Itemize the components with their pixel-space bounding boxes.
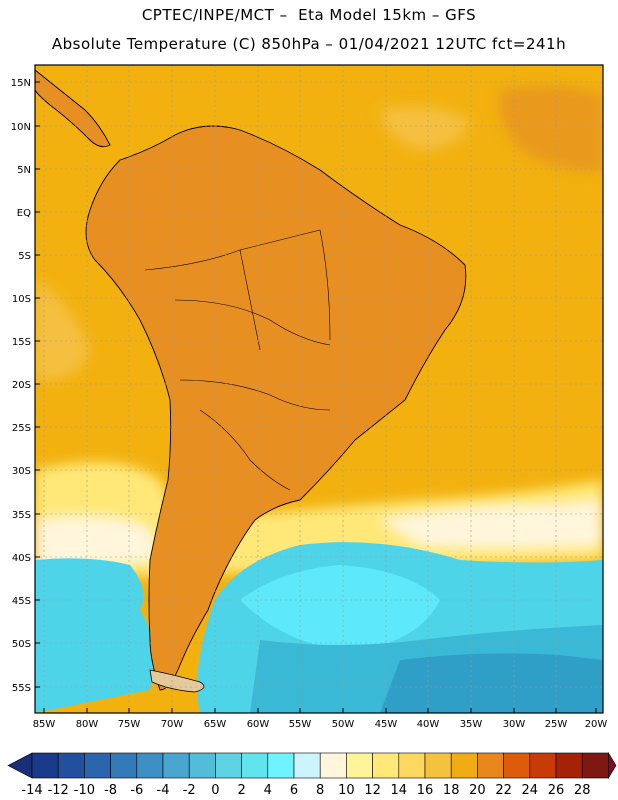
lon-label: 20W bbox=[585, 719, 608, 730]
lat-label: 5S bbox=[18, 251, 31, 262]
colorbar-label: 16 bbox=[417, 783, 434, 798]
lat-label: 50S bbox=[12, 639, 31, 650]
latitude-labels: 15N 10N 5N EQ 5S 10S 15S 20S 25S 30S 35S 40S 45S 50S 5… bbox=[11, 78, 40, 694]
colorbar-swatch bbox=[581, 752, 609, 779]
colorbar-label: 6 bbox=[290, 783, 298, 798]
lon-label: 30W bbox=[503, 719, 526, 730]
cold-mass-west bbox=[35, 558, 154, 713]
lat-label: 10N bbox=[11, 122, 31, 133]
colorbar-swatch bbox=[57, 752, 85, 779]
coldest-band bbox=[380, 653, 603, 713]
lat-label: 15N bbox=[11, 78, 31, 89]
colorbar-swatch bbox=[372, 752, 400, 779]
colorbar-swatch bbox=[319, 752, 347, 779]
colorbar-swatch bbox=[293, 752, 321, 779]
colorbar-label: -4 bbox=[157, 783, 170, 798]
colorbar-label: 10 bbox=[338, 783, 355, 798]
colorbar bbox=[7, 751, 617, 780]
colorbar-swatch bbox=[424, 752, 452, 779]
central-america-land bbox=[35, 69, 111, 148]
country-borders bbox=[144, 229, 331, 491]
lon-label: 80W bbox=[76, 719, 99, 730]
tierra-del-fuego bbox=[149, 669, 205, 693]
colorbar-label: -6 bbox=[130, 783, 143, 798]
lon-label: 75W bbox=[118, 719, 141, 730]
lon-label: 45W bbox=[375, 719, 398, 730]
colorbar-label: 14 bbox=[391, 783, 408, 798]
colorbar-swatch bbox=[162, 752, 190, 779]
colorbar-label: 12 bbox=[364, 783, 381, 798]
lat-label: 15S bbox=[12, 337, 31, 348]
colorbar-labels: -14 -12 -10 -8 -6 -4 -2 0 2 4 6 8 10 12 14 16 18 20 22 24 26… bbox=[21, 783, 590, 798]
colorbar-swatch bbox=[346, 752, 373, 779]
colorbar-swatch bbox=[215, 752, 242, 779]
lon-label: 55W bbox=[289, 719, 312, 730]
colorbar-swatch bbox=[477, 752, 504, 779]
lat-label: 5N bbox=[17, 165, 31, 176]
colorbar-label: 18 bbox=[443, 783, 460, 798]
colorbar-swatch bbox=[503, 752, 531, 779]
lat-label: 35S bbox=[12, 510, 31, 521]
lon-label: 85W bbox=[33, 719, 56, 730]
lat-label: 20S bbox=[12, 380, 31, 391]
lon-label: 35W bbox=[460, 719, 483, 730]
colorbar-label: -10 bbox=[74, 783, 95, 798]
colorbar-swatch bbox=[529, 752, 557, 779]
lat-label: 25S bbox=[12, 423, 31, 434]
lat-label: 10S bbox=[12, 294, 31, 305]
colorbar-label: 4 bbox=[264, 783, 272, 798]
colorbar-swatch bbox=[450, 752, 478, 779]
chart-title-line1: CPTEC/INPE/MCT – Eta Model 15km – GFS bbox=[141, 6, 477, 24]
colorbar-swatch bbox=[555, 752, 583, 779]
lon-label: 25W bbox=[545, 719, 568, 730]
cold-core bbox=[240, 565, 440, 650]
south-america-land bbox=[85, 125, 467, 691]
colorbar-swatch bbox=[31, 752, 59, 779]
colorbar-label: 2 bbox=[237, 783, 245, 798]
colorbar-arrow-right bbox=[608, 751, 617, 780]
colorbar-swatch bbox=[110, 752, 138, 779]
chart-title-line2: Absolute Temperature (C) 850hPa – 01/04/… bbox=[51, 35, 567, 53]
colorbar-label: 24 bbox=[522, 783, 539, 798]
longitude-labels: 85W 80W 75W 70W 65W 60W 55W 50W 45W 40W 35W 30W 25W 2… bbox=[33, 708, 608, 730]
lon-label: 50W bbox=[332, 719, 355, 730]
lat-label: 45S bbox=[12, 596, 31, 607]
colorbar-swatch bbox=[267, 752, 295, 779]
colorbar-swatch bbox=[136, 752, 164, 779]
lat-label: 40S bbox=[12, 553, 31, 564]
colorbar-label: 22 bbox=[495, 783, 512, 798]
lon-label: 60W bbox=[247, 719, 270, 730]
lat-label: 30S bbox=[12, 466, 31, 477]
colorbar-swatch bbox=[84, 752, 111, 779]
map-frame bbox=[34, 64, 604, 714]
colorbar-label: -14 bbox=[21, 783, 42, 798]
colorbar-label: 0 bbox=[211, 783, 219, 798]
colorbar-label: 20 bbox=[469, 783, 486, 798]
map-field bbox=[35, 65, 603, 713]
lat-label: EQ bbox=[17, 208, 31, 219]
colorbar-label: 28 bbox=[574, 783, 591, 798]
lat-label: 55S bbox=[12, 683, 31, 694]
colorbar-swatch bbox=[241, 752, 269, 779]
colorbar-label: 8 bbox=[316, 783, 324, 798]
colorbar-label: -12 bbox=[48, 783, 69, 798]
colorbar-arrow-left bbox=[7, 752, 33, 779]
lon-label: 70W bbox=[161, 719, 184, 730]
colorbar-swatch bbox=[188, 752, 216, 779]
colorbar-label: -8 bbox=[104, 783, 117, 798]
graticule bbox=[35, 65, 603, 713]
colorbar-label: 26 bbox=[548, 783, 565, 798]
lon-label: 40W bbox=[417, 719, 440, 730]
colorbar-label: -2 bbox=[183, 783, 196, 798]
colorbar-swatch bbox=[398, 752, 426, 779]
lon-label: 65W bbox=[204, 719, 227, 730]
